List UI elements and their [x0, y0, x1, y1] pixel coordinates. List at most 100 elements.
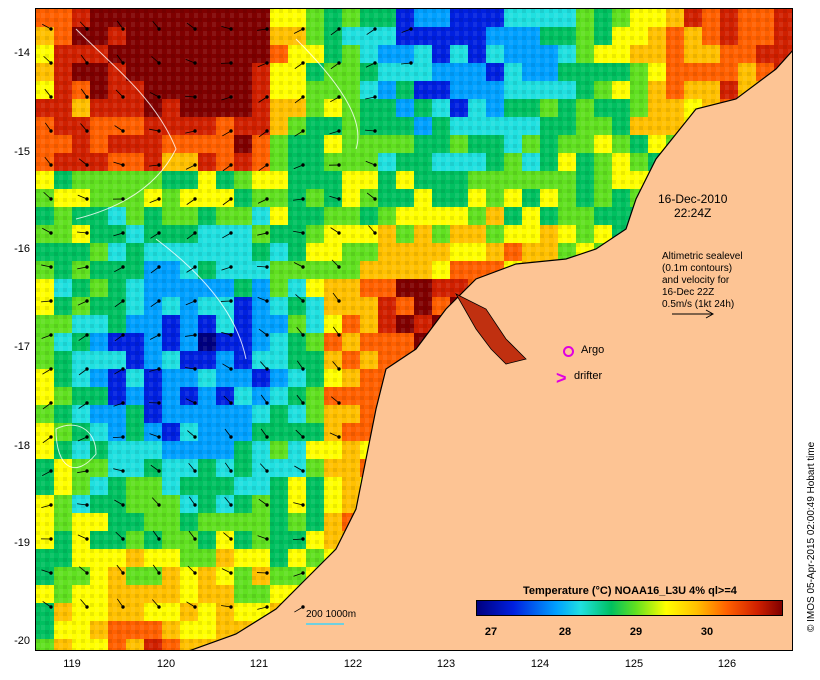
velocity-vector-origin: [157, 299, 161, 303]
coastline: [189, 50, 792, 650]
contour-legend: 200 1000m: [306, 609, 357, 620]
date-line: 16-Dec-2010: [658, 192, 728, 206]
velocity-vector-origin: [193, 265, 197, 269]
velocity-vector-origin: [121, 367, 125, 371]
velocity-vector-origin: [301, 95, 305, 99]
velocity-vector-origin: [229, 299, 233, 303]
velocity-vector-origin: [49, 401, 53, 405]
velocity-vector-origin: [301, 537, 305, 541]
velocity-vector-origin: [49, 27, 53, 31]
velocity-vector-origin: [229, 163, 233, 167]
velocity-vector-origin: [193, 299, 197, 303]
velocity-vector-origin: [157, 61, 161, 65]
velocity-vector-origin: [265, 265, 269, 269]
sst-cell: [792, 351, 793, 369]
velocity-vector-origin: [121, 537, 125, 541]
velocity-vector-origin: [265, 367, 269, 371]
lon-tick-label: 120: [156, 658, 176, 670]
velocity-vector-origin: [337, 163, 341, 167]
velocity-vector-origin: [49, 605, 53, 609]
velocity-vector-origin: [193, 605, 197, 609]
velocity-vector-origin: [337, 265, 341, 269]
velocity-vector-origin: [373, 129, 377, 133]
velocity-vector-origin: [49, 571, 53, 575]
sst-map: [35, 8, 793, 651]
velocity-vector-origin: [265, 401, 269, 405]
velocity-vector-origin: [85, 401, 89, 405]
colorbar-title: Temperature (°C) NOAA16_L3U 4% ql>=4: [523, 585, 737, 597]
sst-cell: [792, 459, 793, 477]
velocity-vector-origin: [265, 571, 269, 575]
velocity-vector-origin: [121, 95, 125, 99]
velocity-vector-origin: [229, 129, 233, 133]
lat-tick-label: -18: [14, 440, 30, 452]
velocity-vector-origin: [265, 231, 269, 235]
velocity-vector-origin: [121, 469, 125, 473]
velocity-vector-origin: [193, 129, 197, 133]
velocity-vector-origin: [121, 333, 125, 337]
velocity-vector-origin: [373, 27, 377, 31]
lon-tick-label: 122: [343, 658, 363, 670]
velocity-vector-origin: [193, 163, 197, 167]
imos-credit: © IMOS 05-Apr-2015 02:00:49 Hobart time: [806, 441, 817, 632]
colorbar-tick-label: 30: [700, 626, 714, 638]
velocity-vector-origin: [85, 197, 89, 201]
velocity-vector-origin: [85, 129, 89, 133]
velocity-vector-origin: [85, 435, 89, 439]
sst-cell: [792, 477, 793, 495]
sst-map-canvas: [36, 9, 793, 650]
sst-cell: [792, 225, 793, 243]
velocity-vector-origin: [157, 571, 161, 575]
lon-tick-label: 123: [436, 658, 456, 670]
velocity-vector-origin: [229, 61, 233, 65]
sst-cell: [792, 261, 793, 279]
velocity-vector-origin: [157, 197, 161, 201]
sst-cell: [792, 369, 793, 387]
velocity-vector-origin: [49, 129, 53, 133]
velocity-vector-origin: [121, 605, 125, 609]
velocity-vector-origin: [49, 299, 53, 303]
velocity-vector-origin: [229, 333, 233, 337]
velocity-vector-origin: [157, 95, 161, 99]
velocity-vector-origin: [49, 197, 53, 201]
velocity-vector-origin: [85, 503, 89, 507]
velocity-vector-origin: [193, 197, 197, 201]
time-line: 22:24Z: [674, 206, 712, 221]
velocity-vector-origin: [193, 435, 197, 439]
velocity-vector-origin: [157, 435, 161, 439]
velocity-vector-origin: [265, 163, 269, 167]
velocity-vector-origin: [121, 197, 125, 201]
velocity-vector-origin: [49, 503, 53, 507]
velocity-vector-origin: [337, 333, 341, 337]
velocity-vector-origin: [229, 605, 233, 609]
sst-cell: [792, 27, 793, 45]
sst-cell: [792, 207, 793, 225]
velocity-vector-origin: [229, 401, 233, 405]
velocity-vector-origin: [301, 401, 305, 405]
bathymetry-contours: [55, 28, 359, 469]
velocity-vectors: [40, 20, 413, 613]
velocity-vector-origin: [85, 231, 89, 235]
velocity-vector-origin: [193, 95, 197, 99]
velocity-vector-origin: [121, 265, 125, 269]
velocity-vector-origin: [265, 469, 269, 473]
velocity-vector-origin: [85, 61, 89, 65]
velocity-vector-origin: [193, 469, 197, 473]
velocity-vector-origin: [193, 231, 197, 235]
lat-tick-label: -15: [14, 146, 30, 158]
velocity-vector-origin: [85, 299, 89, 303]
altimetry-note-line: (0.1m contours): [662, 263, 733, 274]
velocity-vector-origin: [265, 129, 269, 133]
velocity-vector-origin: [157, 605, 161, 609]
temperature-colorbar: [476, 600, 783, 616]
altimetry-note-line: and velocity for: [662, 275, 730, 286]
velocity-vector-origin: [373, 231, 377, 235]
velocity-vector-origin: [265, 197, 269, 201]
colorbar-tick-label: 29: [629, 626, 643, 638]
velocity-vector-origin: [229, 95, 233, 99]
velocity-vector-origin: [193, 503, 197, 507]
sst-cell: [792, 63, 793, 81]
velocity-vector-origin: [301, 61, 305, 65]
colorbar-tick-label: 27: [484, 626, 498, 638]
velocity-vector-origin: [121, 571, 125, 575]
